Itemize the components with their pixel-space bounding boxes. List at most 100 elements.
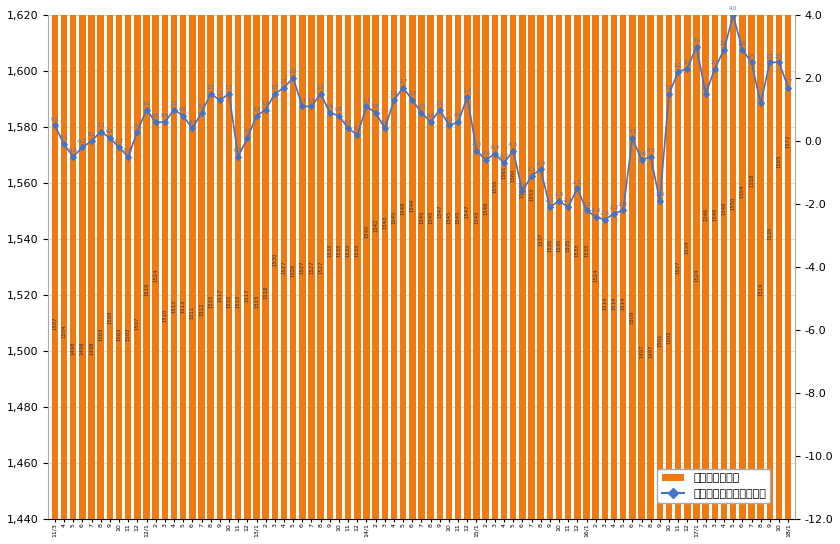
Text: 1.7: 1.7 (784, 79, 792, 84)
Bar (327, 0, 333, 519)
Bar (345, 0, 351, 519)
Text: 1.4: 1.4 (463, 88, 471, 93)
Bar (446, 0, 452, 519)
Text: -0.3: -0.3 (508, 142, 518, 147)
Bar (711, 0, 718, 519)
Text: 1503: 1503 (126, 328, 131, 341)
Text: 1545: 1545 (419, 210, 424, 224)
Text: 1515: 1515 (227, 294, 232, 308)
Bar (721, 0, 727, 519)
Text: 0.3: 0.3 (134, 123, 141, 128)
Text: 1548: 1548 (722, 202, 727, 215)
Bar (767, 0, 773, 519)
Text: -2.2: -2.2 (581, 202, 591, 207)
Text: 1.2: 1.2 (757, 95, 765, 100)
Bar (161, 0, 168, 519)
Bar (620, 0, 627, 519)
Text: 1527: 1527 (318, 261, 323, 274)
Text: 1502: 1502 (666, 331, 671, 344)
Text: 1.7: 1.7 (280, 79, 288, 84)
Text: 0.6: 0.6 (151, 113, 160, 119)
Text: 1533: 1533 (354, 244, 360, 257)
Bar (336, 0, 342, 519)
Text: -2.2: -2.2 (618, 202, 628, 207)
Bar (372, 0, 379, 519)
Text: 1547: 1547 (438, 205, 443, 218)
Text: 0.5: 0.5 (50, 116, 59, 121)
Text: 1.1: 1.1 (307, 97, 316, 103)
Text: -1.5: -1.5 (572, 180, 582, 184)
Bar (70, 0, 76, 519)
Text: 1524: 1524 (153, 269, 158, 282)
Text: -0.1: -0.1 (59, 135, 69, 140)
Text: -0.5: -0.5 (123, 148, 134, 153)
Text: 1514: 1514 (621, 297, 626, 311)
Text: -2.5: -2.5 (600, 211, 610, 216)
Text: 0.5: 0.5 (445, 116, 454, 121)
Text: 1542: 1542 (373, 219, 378, 232)
Text: 1534: 1534 (685, 241, 690, 255)
Bar (611, 0, 617, 519)
Text: -0.6: -0.6 (637, 151, 647, 156)
Text: 0.9: 0.9 (197, 104, 206, 109)
Text: 1.0: 1.0 (436, 101, 444, 106)
Text: 1535: 1535 (565, 238, 570, 252)
Text: 1.7: 1.7 (399, 79, 407, 84)
Text: -2.1: -2.1 (544, 199, 555, 203)
Text: -0.5: -0.5 (646, 148, 656, 153)
Text: 1533: 1533 (346, 244, 350, 257)
Bar (381, 0, 388, 519)
Text: 0.6: 0.6 (427, 113, 435, 119)
Bar (281, 0, 287, 519)
Text: 1530: 1530 (272, 252, 277, 265)
Text: -1.9: -1.9 (654, 192, 665, 197)
Text: 0.4: 0.4 (344, 120, 352, 125)
Text: 1533: 1533 (584, 244, 589, 257)
Bar (116, 0, 122, 519)
Text: 1546: 1546 (712, 207, 717, 221)
Text: 1501: 1501 (658, 333, 662, 347)
Bar (134, 0, 140, 519)
Text: -0.2: -0.2 (77, 139, 87, 144)
Text: 1515: 1515 (208, 294, 213, 308)
Text: -2.4: -2.4 (591, 208, 601, 213)
Text: 1.5: 1.5 (701, 85, 710, 90)
Bar (465, 0, 470, 519)
Text: 0.8: 0.8 (335, 107, 344, 112)
Bar (271, 0, 278, 519)
Text: 0.8: 0.8 (252, 107, 260, 112)
Text: 1.0: 1.0 (170, 101, 178, 106)
Text: 2.3: 2.3 (683, 60, 691, 65)
Text: 1535: 1535 (548, 238, 553, 252)
Text: 1514: 1514 (612, 297, 617, 311)
Text: 1533: 1533 (328, 244, 333, 257)
Bar (565, 0, 571, 519)
Text: -0.6: -0.6 (480, 151, 491, 156)
Text: 0.1: 0.1 (106, 129, 114, 134)
Bar (262, 0, 269, 519)
Text: -0.3: -0.3 (471, 142, 481, 147)
Text: 1517: 1517 (244, 288, 249, 302)
Text: 2.9: 2.9 (720, 41, 728, 46)
Text: 1.5: 1.5 (207, 85, 215, 90)
Text: 0.4: 0.4 (381, 120, 389, 125)
Text: 1515: 1515 (254, 294, 259, 308)
Text: -0.4: -0.4 (490, 145, 500, 150)
Bar (418, 0, 425, 519)
Text: 3.0: 3.0 (692, 38, 701, 43)
Bar (400, 0, 407, 519)
Text: 4.0: 4.0 (729, 7, 738, 11)
Text: 1510: 1510 (162, 308, 167, 322)
Text: 1519: 1519 (759, 283, 764, 296)
Bar (254, 0, 260, 519)
Text: 2.5: 2.5 (748, 53, 756, 59)
Text: 1517: 1517 (218, 288, 223, 302)
Text: 1.3: 1.3 (408, 91, 417, 96)
Bar (473, 0, 480, 519)
Bar (648, 0, 654, 519)
Bar (702, 0, 709, 519)
Legend: 平均時給（円）, 前年同月比増減率（％）: 平均時給（円）, 前年同月比増減率（％） (658, 469, 770, 503)
Text: -0.5: -0.5 (68, 148, 78, 153)
Bar (657, 0, 663, 519)
Bar (592, 0, 599, 519)
